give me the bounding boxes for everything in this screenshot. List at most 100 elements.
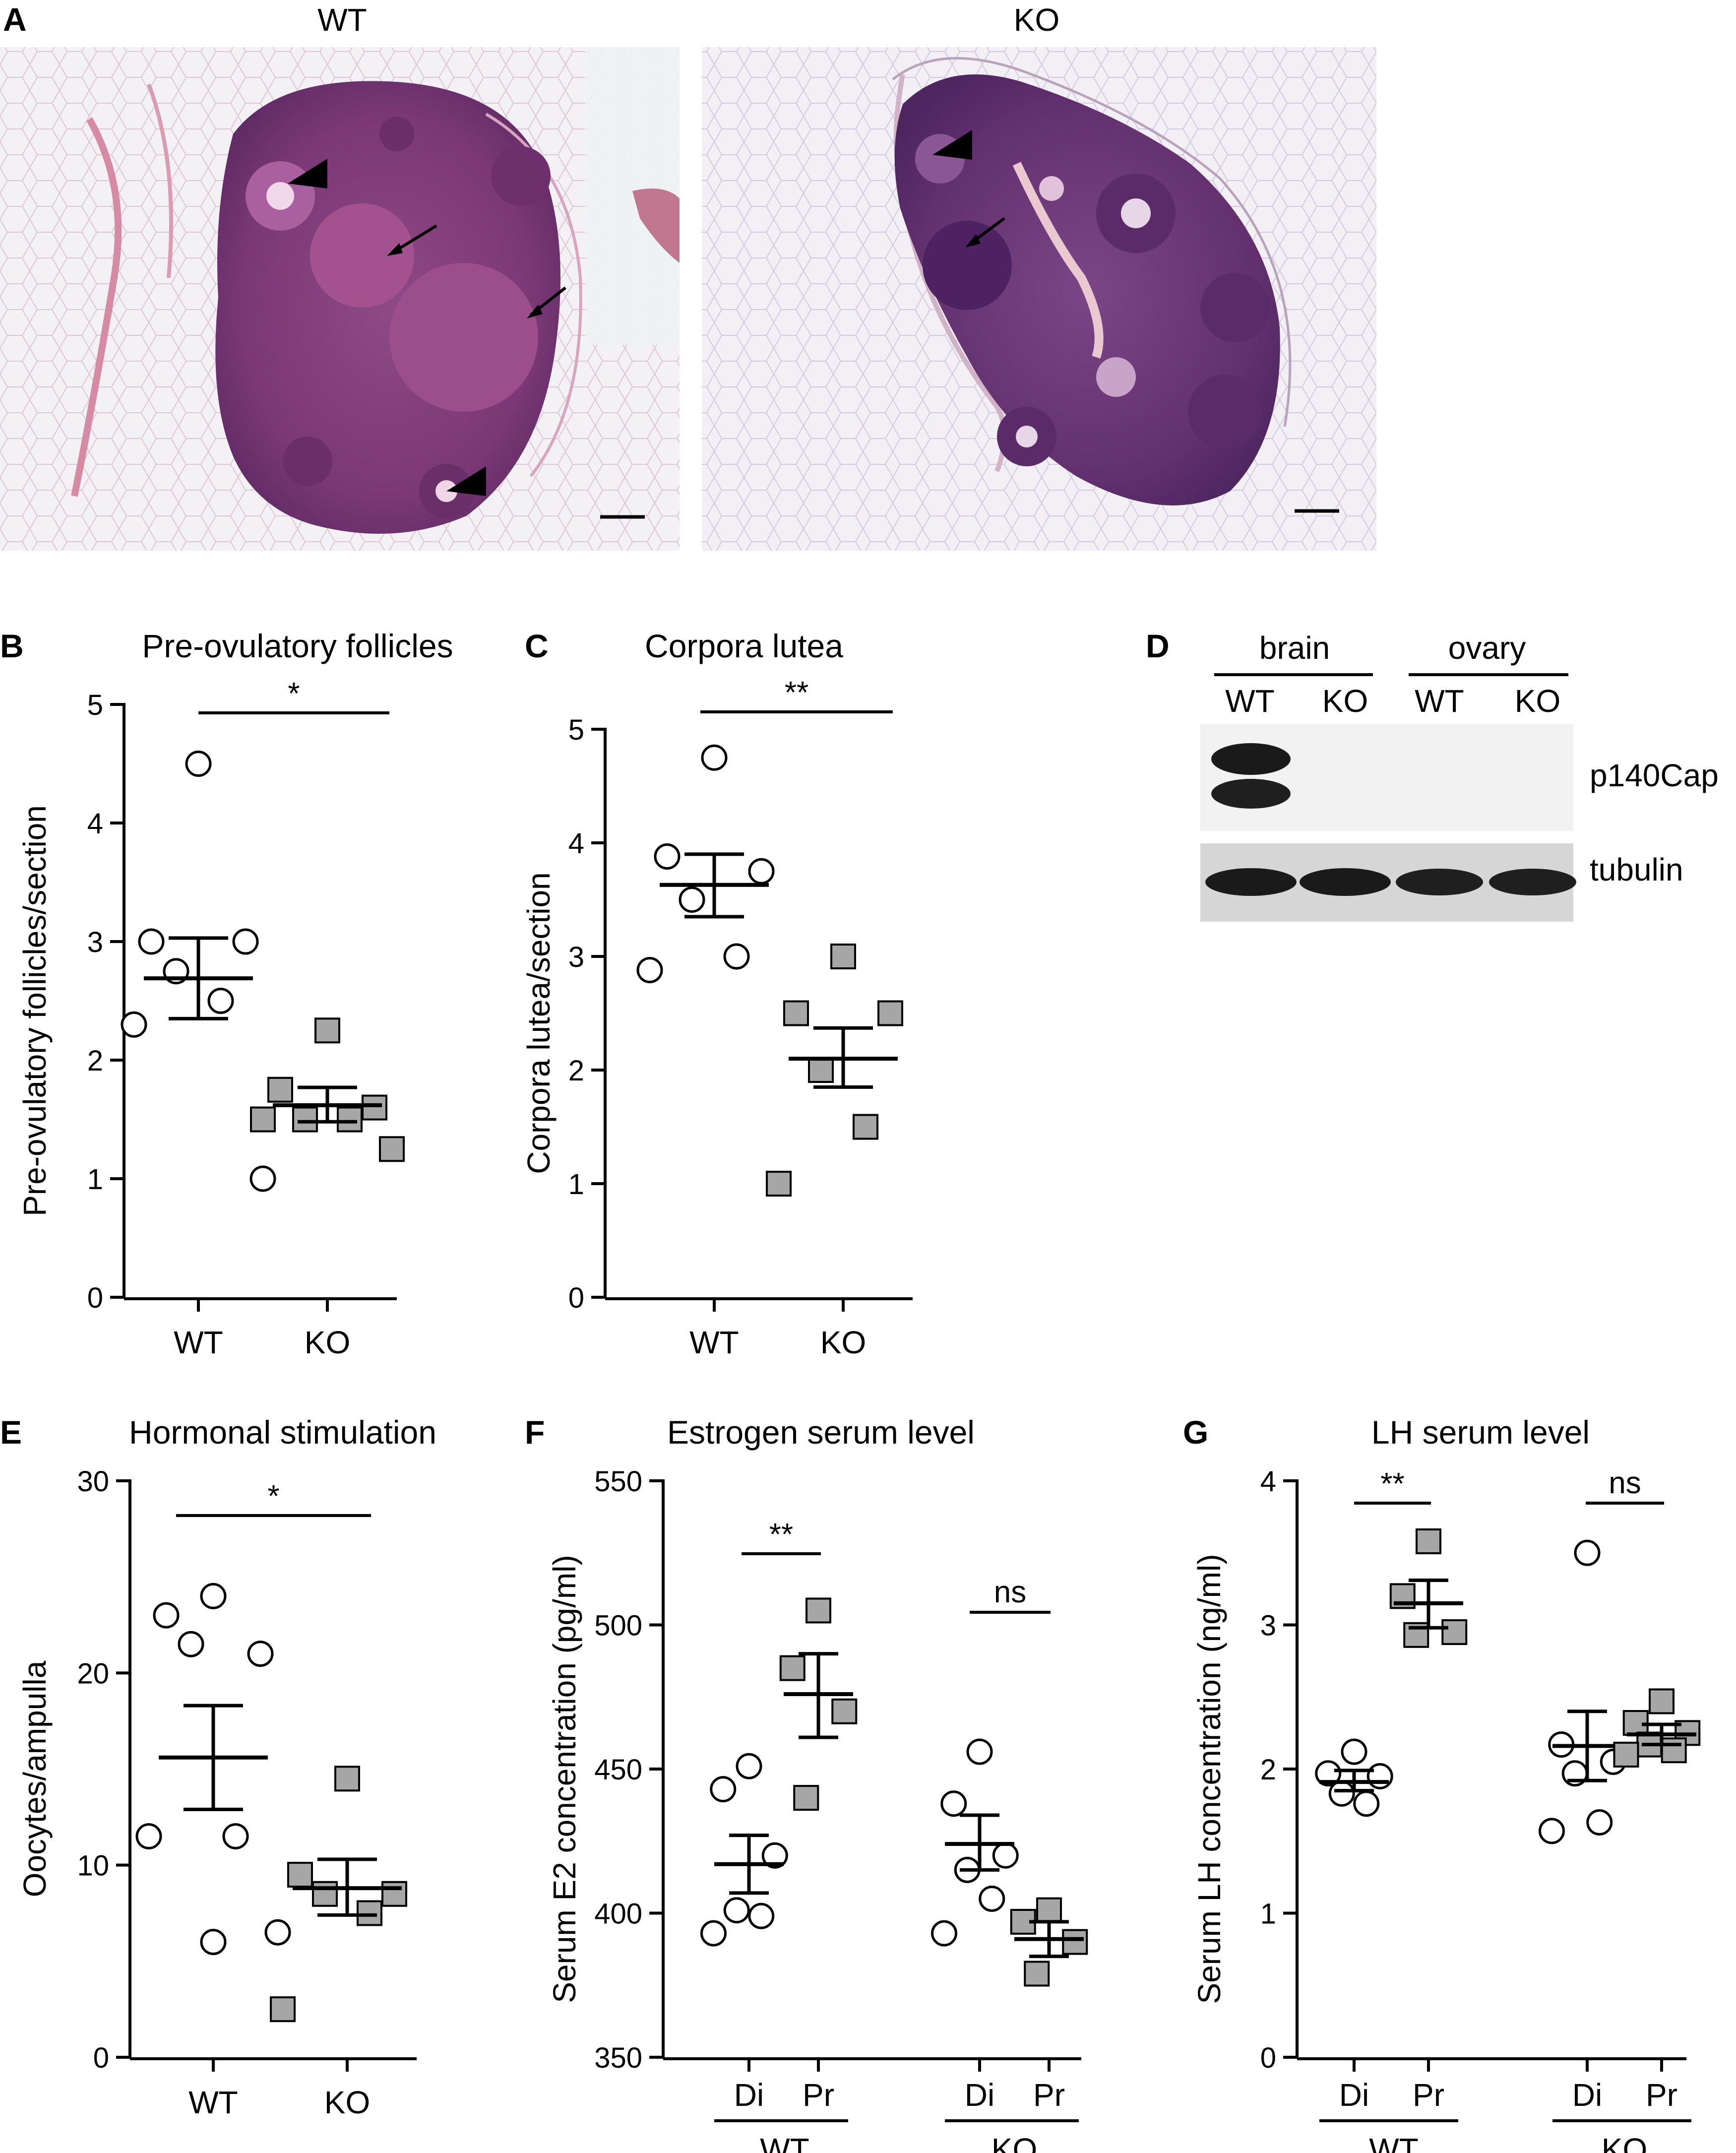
- y-tick-label: 3: [87, 926, 103, 958]
- data-point-ko: [1441, 1619, 1468, 1646]
- x-tick-label: Pr: [803, 2077, 834, 2113]
- data-point-wt: [200, 1929, 227, 1956]
- data-point-wt: [207, 988, 234, 1014]
- data-point-wt: [701, 744, 728, 771]
- data-point-wt: [121, 1011, 147, 1038]
- y-axis-label: Corpora lutea/section: [521, 872, 557, 1174]
- data-point-ko: [853, 1114, 878, 1140]
- x-tick-label: KO: [324, 2085, 370, 2120]
- y-tick-label: 10: [77, 1850, 109, 1882]
- y-tick-label: 450: [594, 1754, 642, 1786]
- data-point-ko: [1661, 1737, 1687, 1764]
- data-point-wt: [723, 943, 750, 970]
- panel-b: B Pre-ovulatory follicles 0 1 2 3 4 5 Pre-ovul…: [0, 628, 453, 1360]
- data-point-wt: [679, 887, 705, 913]
- y-tick-label: 550: [594, 1465, 642, 1498]
- y-tick-label: 4: [568, 827, 584, 860]
- significance-label: *: [267, 1479, 279, 1514]
- data-point-ko: [1649, 1688, 1674, 1714]
- significance-label: **: [1380, 1467, 1404, 1501]
- y-tick-label: 3: [1260, 1610, 1276, 1642]
- data-point-wt: [654, 843, 681, 870]
- blot-band-tubulin-1: [1205, 868, 1297, 896]
- y-tick-label: 5: [568, 714, 584, 746]
- x-tick-label: Pr: [1646, 2077, 1677, 2113]
- x-tick-label: WT: [188, 2085, 238, 2120]
- x-tick-label: KO: [820, 1325, 866, 1360]
- panel-e-marks: 0 10 20 30 Oocytes/ampulla WT KO *: [17, 1465, 417, 2120]
- data-point-wt: [992, 1842, 1019, 1869]
- panel-b-letter: B: [0, 628, 24, 664]
- data-point-ko: [314, 1017, 340, 1044]
- panel-a-ko-label: KO: [1014, 2, 1059, 38]
- blot-lane-4: KO: [1515, 683, 1560, 719]
- data-point-ko: [267, 1076, 293, 1103]
- data-point-ko: [806, 1597, 831, 1624]
- x-tick-label: WT: [174, 1325, 223, 1360]
- data-point-wt: [185, 751, 212, 777]
- blot-lane-1: WT: [1225, 683, 1275, 719]
- data-point-ko: [1416, 1528, 1441, 1555]
- data-point-ko: [783, 1000, 809, 1026]
- x-tick-label: Di: [1339, 2077, 1369, 2113]
- data-point-wt: [200, 1583, 227, 1609]
- group-label: KO: [1602, 2132, 1647, 2153]
- data-point-wt: [178, 1631, 204, 1657]
- data-point-ko: [1036, 1897, 1062, 1923]
- panel-e-letter: E: [0, 1414, 22, 1451]
- panel-f-letter: F: [525, 1414, 545, 1451]
- panel-a: A WT KO: [0, 1, 1376, 551]
- data-point-ko: [1024, 1961, 1050, 1987]
- y-tick-label: 1: [1260, 1898, 1276, 1930]
- blot-lane-2: KO: [1322, 683, 1368, 719]
- data-point-wt: [249, 1165, 276, 1192]
- blot-lane-3: WT: [1415, 683, 1464, 719]
- data-point-ko: [357, 1900, 382, 1926]
- panel-b-marks: 0 1 2 3 4 5 Pre-ovulatory follicles/section WT K…: [17, 677, 405, 1360]
- blot-group-ovary: ovary: [1448, 630, 1526, 666]
- y-axis-label: Oocytes/ampulla: [17, 1660, 53, 1897]
- x-tick-label: Di: [1572, 2077, 1602, 2113]
- panel-d-letter: D: [1146, 628, 1170, 664]
- x-tick-label: Pr: [1033, 2077, 1065, 2113]
- data-point-ko: [831, 1698, 858, 1724]
- significance-label: ns: [994, 1575, 1026, 1609]
- data-point-wt: [135, 1823, 162, 1850]
- y-tick-label: 0: [1260, 2042, 1276, 2074]
- data-point-ko: [808, 1057, 834, 1083]
- group-label: WT: [1369, 2132, 1419, 2153]
- panel-a-letter: A: [3, 1, 27, 38]
- data-point-wt: [232, 928, 259, 955]
- y-axis-label: Serum LH concentration (ng/ml): [1191, 1554, 1227, 2004]
- y-tick-label: 1: [568, 1168, 584, 1201]
- data-point-wt: [748, 858, 775, 885]
- data-point-ko: [766, 1171, 792, 1197]
- panel-f-title: Estrogen serum level: [667, 1414, 975, 1451]
- data-point-wt: [247, 1641, 274, 1667]
- data-point-wt: [153, 1602, 180, 1629]
- blot-group-brain: brain: [1259, 630, 1330, 666]
- ko-ovary-micrograph: [702, 47, 1376, 551]
- y-tick-label: 1: [87, 1163, 103, 1196]
- data-point-ko: [250, 1106, 276, 1133]
- y-tick-label: 400: [594, 1898, 642, 1930]
- data-point-ko: [877, 1000, 903, 1026]
- data-point-ko: [1062, 1929, 1088, 1955]
- x-tick-label: Pr: [1413, 2077, 1444, 2113]
- x-tick-label: KO: [305, 1325, 350, 1360]
- data-point-wt: [636, 956, 663, 983]
- y-tick-label: 0: [568, 1282, 584, 1314]
- data-point-ko: [287, 1862, 313, 1888]
- data-point-wt: [761, 1842, 788, 1869]
- x-tick-label: Di: [734, 2077, 764, 2113]
- data-point-wt: [736, 1753, 762, 1779]
- data-point-wt: [748, 1902, 775, 1929]
- data-point-ko: [270, 1996, 296, 2023]
- blot-band-brain-wt-lower: [1211, 779, 1291, 809]
- data-point-wt: [1328, 1780, 1355, 1807]
- group-label: KO: [992, 2132, 1037, 2153]
- data-point-wt: [979, 1885, 1005, 1912]
- blot-band-tubulin-2: [1300, 868, 1391, 896]
- data-point-ko: [362, 1094, 387, 1121]
- y-tick-label: 20: [77, 1657, 109, 1690]
